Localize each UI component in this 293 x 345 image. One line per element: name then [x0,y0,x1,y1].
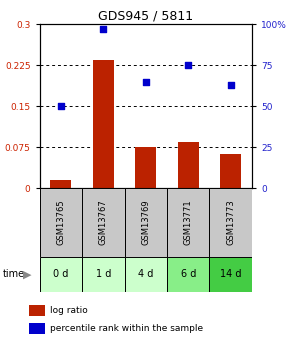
Bar [167,257,209,292]
Text: 14 d: 14 d [220,269,241,279]
Bar [125,257,167,292]
Point [186,62,190,68]
Bar [209,188,252,257]
Text: 4 d: 4 d [138,269,154,279]
Bar [135,147,156,188]
Bar [167,188,209,257]
Bar [93,60,114,188]
Text: 6 d: 6 d [180,269,196,279]
Point [58,103,63,109]
Text: time: time [3,269,25,279]
Text: GSM13769: GSM13769 [141,200,150,245]
Text: GSM13765: GSM13765 [56,200,65,245]
Bar [220,154,241,188]
Point [143,79,148,84]
Point [101,26,105,32]
Text: 0 d: 0 d [53,269,69,279]
Text: percentile rank within the sample: percentile rank within the sample [50,324,203,333]
Bar [40,257,82,292]
Text: log ratio: log ratio [50,306,88,315]
Title: GDS945 / 5811: GDS945 / 5811 [98,10,193,23]
Text: GSM13767: GSM13767 [99,200,108,245]
Text: GSM13773: GSM13773 [226,200,235,245]
Bar [40,188,82,257]
Bar [125,188,167,257]
Text: ▶: ▶ [23,269,31,279]
Text: 1 d: 1 d [96,269,111,279]
Bar [178,141,199,188]
Text: GSM13771: GSM13771 [184,200,193,245]
Bar [82,257,125,292]
Bar [82,188,125,257]
Point [229,82,233,88]
Bar [209,257,252,292]
Bar [50,180,71,188]
